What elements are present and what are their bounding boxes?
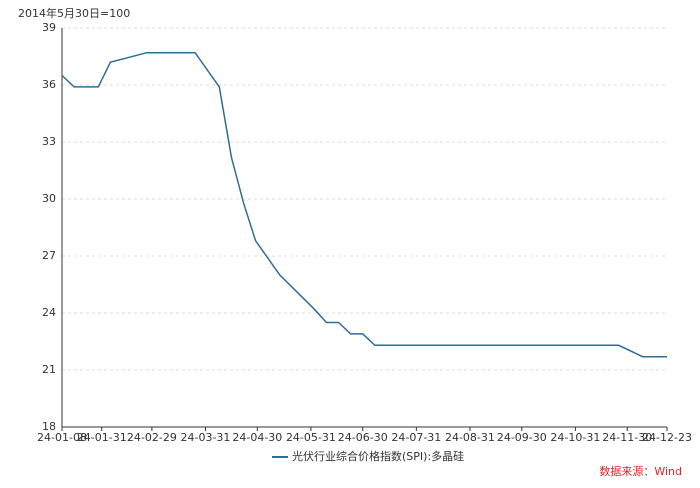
y-tick-label: 33 xyxy=(42,135,56,148)
x-tick-label: 24-05-31 xyxy=(286,431,336,444)
source-note: 数据来源：Wind xyxy=(599,464,682,478)
x-tick-label: 24-08-31 xyxy=(445,431,495,444)
x-tick-label: 24-09-30 xyxy=(497,431,547,444)
x-tick-label: 24-03-31 xyxy=(181,431,231,444)
y-tick-label: 39 xyxy=(42,21,56,34)
x-tick-label: 24-07-31 xyxy=(391,431,441,444)
y-tick-label: 18 xyxy=(42,420,56,433)
x-tick-label: 24-04-30 xyxy=(232,431,282,444)
x-tick-label: 24-06-30 xyxy=(338,431,388,444)
x-tick-label: 24-12-23 xyxy=(642,431,692,444)
y-tick-label: 36 xyxy=(42,78,56,91)
y-tick-label: 24 xyxy=(42,306,56,319)
y-tick-label: 27 xyxy=(42,249,56,262)
x-tick-label: 24-01-08 xyxy=(37,431,87,444)
x-tick-label: 24-02-29 xyxy=(127,431,177,444)
y-tick-label: 21 xyxy=(42,363,56,376)
x-tick-label: 24-10-31 xyxy=(550,431,600,444)
legend-label: 光伏行业综合价格指数(SPI):多晶硅 xyxy=(292,449,464,463)
chart-subtitle: 2014年5月30日=100 xyxy=(18,6,130,20)
data-line xyxy=(61,51,667,358)
x-tick-label: 24-11-30 xyxy=(602,431,652,444)
y-tick-label: 30 xyxy=(42,192,56,205)
x-tick-label: 24-01-31 xyxy=(77,431,127,444)
